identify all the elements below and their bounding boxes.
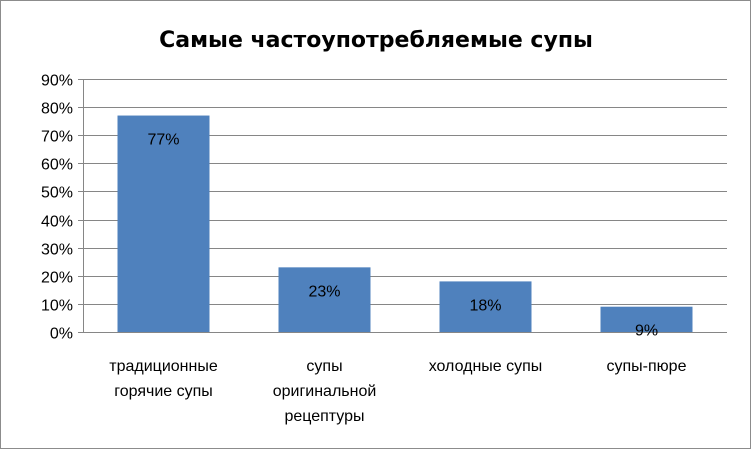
bar [600, 306, 693, 332]
y-tick-label: 20% [41, 270, 73, 287]
x-category-label: оригинальной [273, 383, 377, 400]
data-label: 77% [147, 132, 179, 149]
x-category-label: супы-пюре [607, 358, 687, 375]
x-category-label: горячие супы [114, 383, 213, 400]
x-category-label: рецептуры [284, 408, 364, 425]
y-tick-label: 60% [41, 157, 73, 174]
x-category-label: традиционные [109, 358, 218, 375]
bar [278, 267, 371, 332]
y-tick-label: 50% [41, 185, 73, 202]
y-tick-label: 40% [41, 214, 73, 231]
x-category-label: супы [306, 358, 342, 375]
x-category-label: холодные супы [429, 358, 543, 375]
y-axis-tick-labels: 0% 10% 20% 30% 40% 50% 60% 70% 80% 90% [41, 73, 73, 343]
data-label: 23% [308, 283, 340, 300]
bars [117, 115, 693, 333]
y-tick-label: 10% [41, 298, 73, 315]
data-label: 18% [469, 297, 501, 314]
y-tick-label: 30% [41, 242, 73, 259]
y-tick-label: 70% [41, 129, 73, 146]
data-label: 9% [635, 323, 658, 340]
y-tick-label: 80% [41, 101, 73, 118]
chart-title: Самые частоупотребляемые супы [159, 28, 593, 53]
data-labels: 77% 23% 18% 9% [147, 132, 658, 340]
bar [439, 281, 532, 332]
y-tick-label: 0% [50, 326, 73, 343]
x-axis-category-labels: традиционные горячие супы супы оригинальной… [109, 358, 686, 425]
bar [117, 115, 210, 333]
y-tick-label: 90% [41, 73, 73, 90]
